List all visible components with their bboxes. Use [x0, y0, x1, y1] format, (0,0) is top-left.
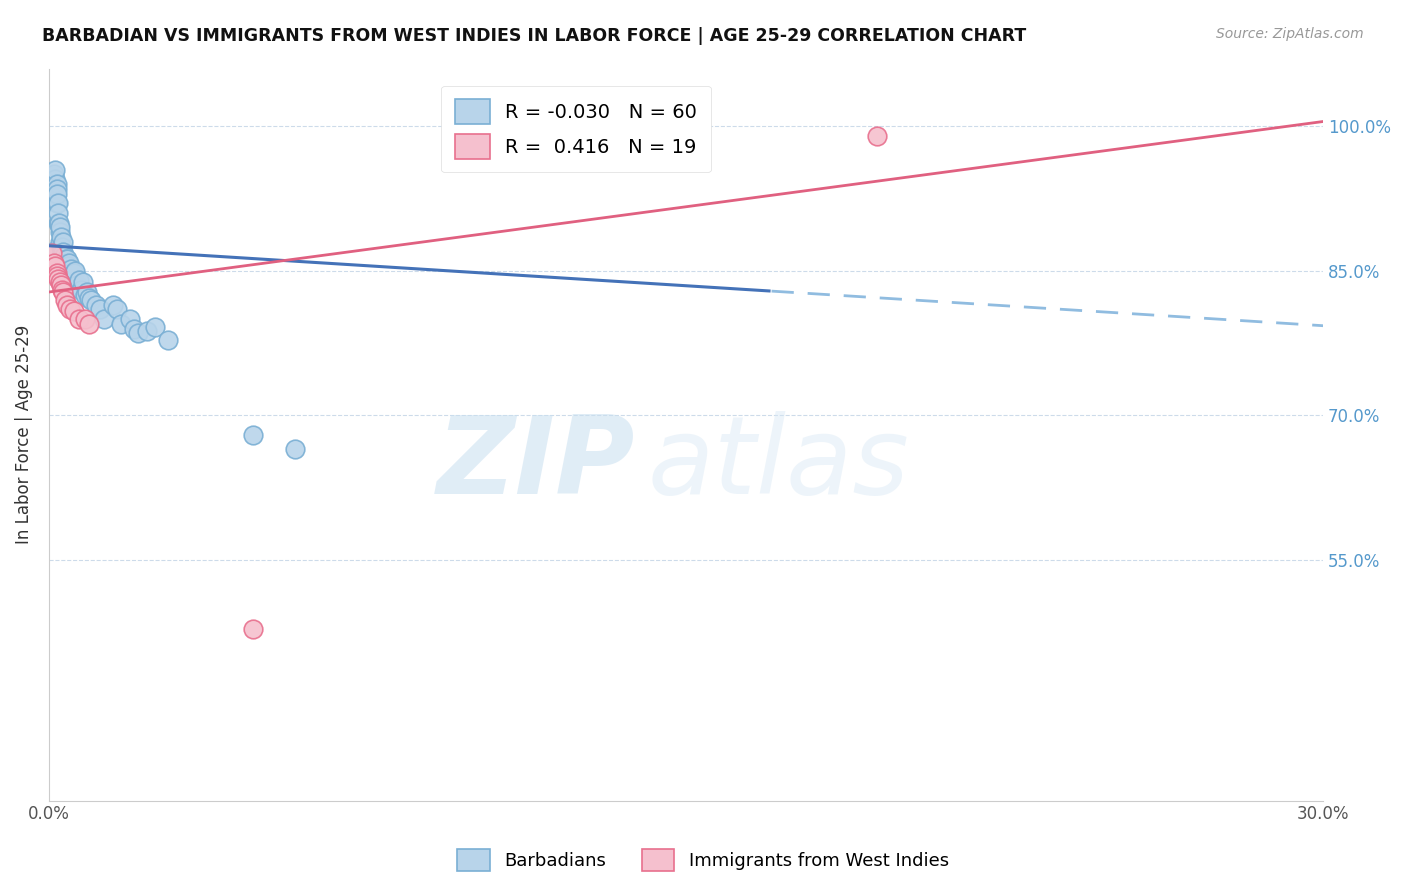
Point	[48, 216, 70, 230]
Point	[46, 216, 69, 230]
Point	[46, 196, 69, 211]
Point	[45, 266, 67, 280]
Point	[80, 293, 103, 307]
Point	[866, 128, 889, 143]
Point	[284, 442, 307, 456]
Point	[46, 206, 69, 220]
Text: BARBADIAN VS IMMIGRANTS FROM WEST INDIES IN LABOR FORCE | AGE 25-29 CORRELATION : BARBADIAN VS IMMIGRANTS FROM WEST INDIES…	[42, 27, 1026, 45]
Point	[48, 220, 70, 235]
Point	[51, 235, 73, 249]
Point	[72, 276, 94, 290]
Point	[41, 246, 63, 260]
Point	[67, 273, 90, 287]
Point	[44, 162, 66, 177]
Point	[55, 256, 77, 270]
Text: ZIP: ZIP	[437, 411, 636, 516]
Legend: Barbadians, Immigrants from West Indies: Barbadians, Immigrants from West Indies	[450, 842, 956, 879]
Point	[118, 312, 141, 326]
Point	[42, 186, 65, 201]
Point	[62, 271, 84, 285]
Point	[67, 312, 90, 326]
Point	[51, 283, 73, 297]
Point	[56, 252, 79, 267]
Point	[59, 302, 82, 317]
Point	[53, 293, 76, 307]
Point	[49, 230, 72, 244]
Point	[75, 312, 97, 326]
Point	[49, 278, 72, 293]
Point	[48, 225, 70, 239]
Point	[65, 278, 87, 293]
Point	[53, 249, 76, 263]
Point	[45, 186, 67, 201]
Point	[52, 285, 75, 299]
Point	[75, 288, 97, 302]
Point	[156, 333, 179, 347]
Point	[48, 276, 70, 290]
Point	[79, 317, 101, 331]
Point	[46, 186, 69, 201]
Point	[45, 182, 67, 196]
Point	[93, 312, 115, 326]
Point	[56, 297, 79, 311]
Point	[41, 244, 63, 259]
Point	[65, 264, 87, 278]
Point	[51, 244, 73, 259]
Point	[69, 283, 91, 297]
Text: Source: ZipAtlas.com: Source: ZipAtlas.com	[1216, 27, 1364, 41]
Point	[59, 266, 82, 280]
Legend: R = -0.030   N = 60, R =  0.416   N = 19: R = -0.030 N = 60, R = 0.416 N = 19	[441, 86, 710, 172]
Point	[60, 261, 83, 276]
Point	[53, 259, 76, 273]
Point	[49, 240, 72, 254]
Point	[242, 427, 264, 442]
Point	[63, 304, 86, 318]
Text: atlas: atlas	[648, 411, 910, 516]
Point	[44, 177, 66, 191]
Point	[58, 256, 80, 270]
Point	[44, 172, 66, 186]
Point	[49, 235, 72, 249]
Point	[122, 321, 145, 335]
Point	[110, 317, 132, 331]
Point	[51, 240, 73, 254]
Point	[44, 259, 66, 273]
Point	[55, 252, 77, 267]
Point	[42, 256, 65, 270]
Point	[76, 285, 98, 299]
Point	[60, 268, 83, 283]
Point	[101, 297, 124, 311]
Point	[46, 271, 69, 285]
Point	[46, 196, 69, 211]
Point	[105, 302, 128, 317]
Point	[84, 297, 107, 311]
Point	[143, 319, 166, 334]
Point	[45, 177, 67, 191]
Point	[52, 244, 75, 259]
Point	[63, 266, 86, 280]
Point	[42, 168, 65, 182]
Point	[242, 622, 264, 636]
Point	[135, 324, 157, 338]
Y-axis label: In Labor Force | Age 25-29: In Labor Force | Age 25-29	[15, 325, 32, 544]
Point	[52, 254, 75, 268]
Point	[127, 326, 149, 341]
Point	[46, 268, 69, 283]
Point	[89, 302, 111, 317]
Point	[79, 291, 101, 305]
Point	[56, 259, 79, 273]
